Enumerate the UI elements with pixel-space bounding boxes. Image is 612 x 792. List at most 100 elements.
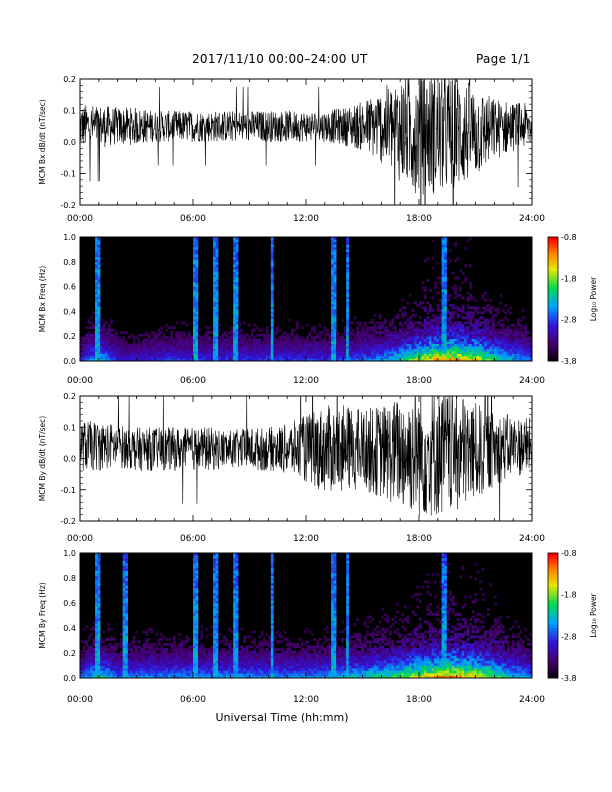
spectrogram-cell bbox=[120, 353, 123, 357]
spectrogram-cell bbox=[378, 343, 382, 347]
spectrogram-cell bbox=[444, 351, 447, 354]
spectrogram-cell bbox=[170, 343, 174, 347]
spectrogram-cell bbox=[451, 341, 455, 344]
spectrogram-cell bbox=[431, 351, 435, 354]
spectrogram-cell bbox=[331, 316, 334, 320]
spectrogram-cell bbox=[270, 660, 274, 664]
spectrogram-cell bbox=[125, 346, 129, 349]
spectrogram-cell bbox=[373, 356, 377, 359]
spectrogram-cell bbox=[122, 660, 126, 664]
spectrogram-cell bbox=[193, 653, 196, 656]
spectrogram-cell bbox=[95, 331, 98, 335]
spectrogram-cell bbox=[416, 356, 420, 359]
spectrogram-cell bbox=[308, 343, 312, 347]
spectrogram-cell bbox=[152, 356, 156, 359]
spectrogram-cell bbox=[208, 675, 211, 679]
spectrogram-cell bbox=[215, 301, 219, 305]
spectrogram-cell bbox=[441, 254, 445, 258]
spectrogram-cell bbox=[218, 356, 221, 359]
spectrogram-cell bbox=[230, 343, 234, 347]
spectrogram-cell bbox=[182, 333, 186, 337]
spectrogram-cell bbox=[137, 346, 141, 349]
spectrogram-cell bbox=[100, 331, 103, 335]
spectrogram-cell bbox=[122, 583, 126, 586]
spectrogram-cell bbox=[142, 668, 146, 671]
spectrogram-cell bbox=[105, 648, 108, 651]
spectrogram-cell bbox=[444, 301, 447, 305]
spectrogram-cell bbox=[331, 321, 334, 325]
spectrogram-cell bbox=[125, 341, 129, 344]
spectrogram-cell bbox=[182, 331, 186, 335]
spectrogram-cell bbox=[388, 358, 392, 362]
spectrogram-cell bbox=[213, 256, 216, 260]
spectrogram-cell bbox=[172, 343, 176, 347]
spectrogram-cell bbox=[112, 655, 116, 659]
spectrogram-cell bbox=[95, 271, 98, 275]
spectrogram-cell bbox=[97, 630, 101, 634]
spectrogram-cell bbox=[145, 665, 149, 669]
spectrogram-cell bbox=[107, 351, 111, 354]
spectrogram-cell bbox=[195, 558, 199, 561]
spectrogram-cell bbox=[195, 593, 199, 596]
spectrogram-cell bbox=[97, 580, 101, 584]
spectrogram-cell bbox=[270, 336, 274, 339]
spectrogram-cell bbox=[431, 341, 435, 344]
spectrogram-cell bbox=[348, 341, 352, 344]
spectrogram-cell bbox=[152, 341, 156, 344]
spectrogram-cell bbox=[132, 668, 136, 671]
spectrogram-cell bbox=[102, 358, 106, 362]
spectrogram-cell bbox=[346, 296, 349, 300]
spectrogram-cell bbox=[97, 353, 101, 357]
spectrogram-cell bbox=[255, 668, 259, 671]
spectrogram-cell bbox=[200, 346, 204, 349]
spectrogram-cell bbox=[92, 338, 96, 342]
spectrogram-cell bbox=[120, 640, 123, 644]
colorbar-swatch bbox=[548, 351, 558, 356]
spectrogram-cell bbox=[434, 358, 437, 362]
spectrogram-cell bbox=[383, 336, 387, 339]
spectrogram-cell bbox=[293, 341, 297, 344]
spectrogram-cell bbox=[303, 346, 307, 349]
spectrogram-cell bbox=[469, 341, 473, 344]
spectrogram-cell bbox=[514, 353, 518, 357]
spectrogram-cell bbox=[230, 333, 234, 337]
spectrogram-cell bbox=[258, 353, 262, 357]
spectrogram-cell bbox=[431, 353, 435, 357]
spectrogram-cell bbox=[117, 653, 121, 656]
spectrogram-cell bbox=[102, 658, 106, 661]
spectrogram-cell bbox=[331, 281, 334, 285]
spectrogram-cell bbox=[170, 653, 174, 656]
spectrogram-cell bbox=[172, 643, 176, 646]
spectrogram-cell bbox=[356, 333, 360, 337]
spectrogram-cell bbox=[152, 675, 156, 679]
spectrogram-cell bbox=[408, 323, 412, 327]
spectrogram-cell bbox=[82, 351, 86, 354]
spectrogram-cell bbox=[82, 670, 86, 674]
spectrogram-cell bbox=[499, 331, 503, 335]
spectrogram-cell bbox=[238, 658, 242, 661]
spectrogram-cell bbox=[193, 301, 196, 305]
spectrogram-cell bbox=[469, 338, 473, 342]
spectrogram-cell bbox=[218, 650, 221, 654]
spectrogram-cell bbox=[193, 655, 196, 659]
spectrogram-cell bbox=[185, 638, 189, 641]
spectrogram-cell bbox=[471, 353, 475, 357]
spectrogram-cell bbox=[213, 276, 216, 280]
spectrogram-cell bbox=[112, 336, 116, 339]
spectrogram-cell bbox=[125, 565, 129, 569]
spectrogram-cell bbox=[511, 356, 515, 359]
spectrogram-cell bbox=[441, 338, 445, 342]
spectrogram-cell bbox=[225, 663, 229, 666]
spectrogram-cell bbox=[120, 351, 123, 354]
spectrogram-cell bbox=[514, 341, 518, 344]
spectrogram-cell bbox=[441, 348, 445, 352]
spectrogram-cell bbox=[481, 338, 485, 342]
spectrogram-cell bbox=[203, 358, 206, 362]
spectrogram-cell bbox=[456, 321, 460, 325]
spectrogram-cell bbox=[245, 348, 249, 352]
spectrogram-cell bbox=[466, 348, 470, 352]
spectrogram-cell bbox=[331, 323, 334, 327]
spectrogram-cell bbox=[456, 256, 460, 260]
spectrogram-cell bbox=[270, 353, 274, 357]
